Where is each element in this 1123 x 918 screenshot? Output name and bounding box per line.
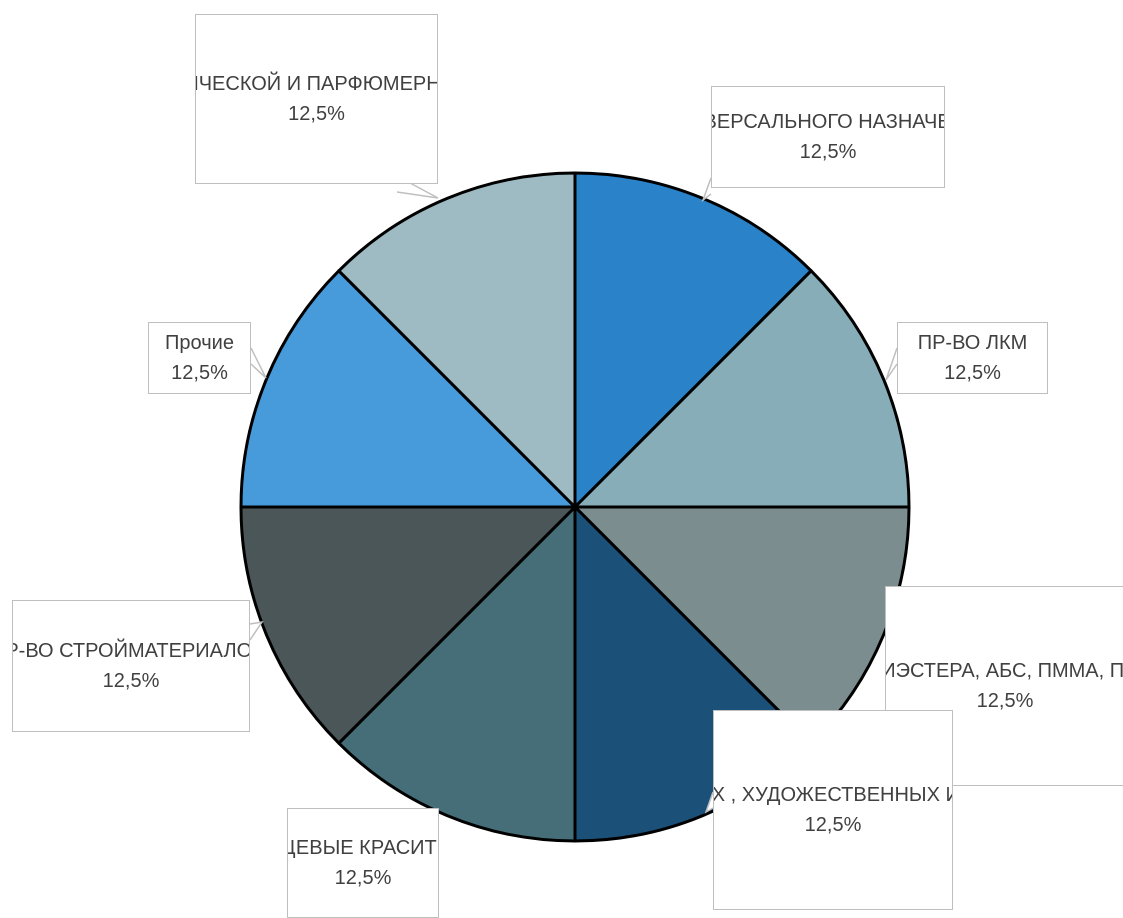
- pie-slice-7: [239, 269, 577, 509]
- data-label-2: ПР-ВО ЛКМ 12,5%: [897, 322, 1048, 394]
- data-label-category: ПР-ВО ПОЛИМЕРОВ (ПВХ, ПОЛИЭСТЕРА, АБС, П…: [886, 660, 1123, 682]
- data-label-8: ПР-ВО КОСМЕТИЧЕСКОЙ И ПАРФЮМЕРНОЙ ПРОДУК…: [195, 14, 438, 184]
- label-pointer-1: [701, 177, 712, 203]
- data-label-6: ПР-ВО СТРОЙМАТЕРИАЛО В 12,5%: [12, 600, 250, 732]
- data-label-category: УНИВЕРСАЛЬНОГО НАЗНАЧЕНИЯ: [712, 111, 944, 133]
- data-label-percent: 12,5%: [334, 867, 392, 889]
- pie-slice-2: [573, 269, 911, 509]
- data-label-percent: 12,5%: [976, 690, 1034, 712]
- data-label-percent: 12,5%: [944, 362, 1001, 384]
- label-pointer-7: [250, 347, 267, 379]
- data-label-category: Прочие: [165, 332, 234, 354]
- data-label-7: Прочие 12,5%: [148, 322, 251, 394]
- data-label-5: ПИЩЕВЫЕ КРАСИТЕЛИ 12,5%: [287, 808, 439, 918]
- data-label-percent: 12,5%: [804, 814, 862, 836]
- data-label-category: ПИЩЕВЫЕ КРАСИТЕЛИ: [288, 837, 438, 859]
- data-label-category: ПР-ВО СТРОЙМАТЕРИАЛО В: [13, 640, 250, 662]
- label-pointer-2: [885, 347, 898, 381]
- data-label-category: ПР-ВО ПОЛИГРАФИЧЕСКИХ , ХУДОЖЕСТВЕННЫХ И…: [713, 784, 952, 806]
- pie-slice-6: [239, 505, 577, 745]
- data-label-percent: 12,5%: [288, 103, 345, 125]
- data-label-1: УНИВЕРСАЛЬНОГО НАЗНАЧЕНИЯ 12,5%: [711, 86, 945, 188]
- data-label-4: ПР-ВО ПОЛИГРАФИЧЕСКИХ , ХУДОЖЕСТВЕННЫХ И…: [713, 710, 953, 910]
- data-label-category: ПР-ВО КОСМЕТИЧЕСКОЙ И ПАРФЮМЕРНОЙ ПРОДУК…: [196, 73, 437, 95]
- data-label-percent: 12,5%: [799, 141, 857, 163]
- label-pointer-4: [704, 791, 714, 814]
- data-label-percent: 12,5%: [102, 670, 160, 692]
- pie-slice-8: [337, 171, 577, 509]
- data-label-category: ПР-ВО ЛКМ: [917, 332, 1028, 354]
- data-label-percent: 12,5%: [171, 362, 228, 384]
- label-pointer-6: [249, 620, 264, 641]
- pie-slice-5: [337, 505, 577, 843]
